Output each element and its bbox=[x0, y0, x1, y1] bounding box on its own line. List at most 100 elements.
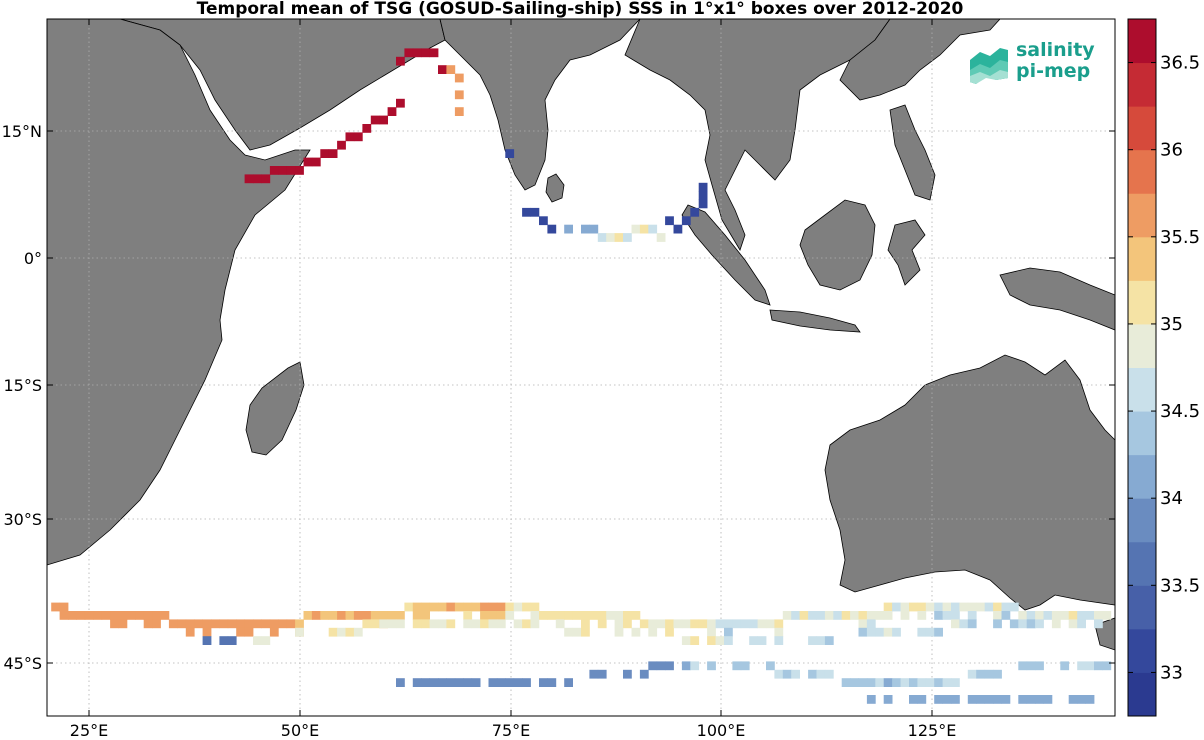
sss-cell bbox=[396, 678, 405, 687]
sss-cell bbox=[850, 611, 859, 620]
sss-cell bbox=[110, 611, 119, 620]
sss-cell bbox=[1035, 619, 1044, 629]
sss-cell bbox=[967, 695, 977, 704]
land-india bbox=[439, 18, 641, 191]
sss-cell bbox=[1026, 611, 1036, 620]
sss-cell bbox=[320, 611, 330, 620]
sss-cell bbox=[261, 619, 271, 629]
sss-cell bbox=[824, 611, 834, 620]
sss-cell bbox=[656, 619, 666, 629]
sss-cell bbox=[589, 611, 599, 620]
sss-cell bbox=[1068, 695, 1078, 704]
colorbar-segment bbox=[1128, 541, 1156, 586]
sss-cell bbox=[1018, 611, 1028, 620]
sss-cell bbox=[934, 611, 943, 620]
sss-cell bbox=[496, 602, 506, 612]
colorbar-segment bbox=[1128, 106, 1156, 151]
sss-cell bbox=[808, 636, 817, 645]
sss-cell bbox=[480, 611, 489, 620]
sss-cell bbox=[68, 611, 77, 620]
sss-cell bbox=[698, 619, 708, 629]
colorbar-segment bbox=[1128, 672, 1156, 717]
sss-cell bbox=[353, 611, 363, 620]
sss-cell bbox=[875, 678, 885, 687]
sss-cell bbox=[572, 627, 582, 637]
sss-cell bbox=[690, 619, 700, 629]
sss-cell bbox=[522, 619, 531, 629]
sss-cell bbox=[976, 669, 985, 679]
sss-cell bbox=[774, 669, 784, 679]
sss-cell bbox=[942, 602, 952, 612]
sss-cell bbox=[824, 636, 834, 645]
sss-cell bbox=[883, 611, 893, 620]
sss-cell bbox=[951, 602, 960, 612]
sss-cell bbox=[606, 611, 615, 620]
sss-cell bbox=[724, 636, 733, 645]
sss-cell bbox=[345, 611, 355, 620]
sss-cell bbox=[917, 611, 927, 620]
sss-cell bbox=[480, 602, 489, 612]
sss-cell bbox=[993, 619, 1002, 629]
colorbar-segment bbox=[1128, 323, 1156, 368]
sss-cell bbox=[143, 611, 153, 620]
salinity-cells bbox=[51, 48, 1112, 704]
sss-cell bbox=[614, 233, 624, 242]
sss-cell bbox=[866, 678, 876, 687]
sss-cell bbox=[396, 619, 405, 629]
sss-cell bbox=[454, 678, 464, 687]
land-java bbox=[769, 309, 861, 333]
sss-cell bbox=[942, 695, 952, 704]
sss-cell bbox=[858, 619, 868, 629]
sss-cell bbox=[143, 619, 153, 629]
sss-cell bbox=[412, 611, 422, 620]
sss-cell bbox=[353, 627, 363, 637]
sss-cell bbox=[934, 602, 943, 612]
sss-cell bbox=[1085, 661, 1095, 671]
sss-cell bbox=[488, 611, 498, 620]
sss-cell bbox=[900, 678, 910, 687]
sss-cell bbox=[766, 661, 775, 671]
sss-cell bbox=[740, 619, 750, 629]
sss-cell bbox=[1035, 695, 1044, 704]
sss-cell bbox=[1102, 611, 1112, 620]
y-tick-label-15n: 15°N bbox=[2, 122, 42, 141]
sss-cell bbox=[951, 619, 960, 629]
sss-cell bbox=[337, 140, 346, 150]
sss-cell bbox=[917, 678, 927, 687]
sss-cell bbox=[454, 90, 464, 100]
sss-cell bbox=[724, 619, 733, 629]
sss-cell bbox=[774, 619, 784, 629]
colorbar-segment bbox=[1128, 149, 1156, 194]
sss-cell bbox=[1018, 695, 1028, 704]
sss-cell bbox=[488, 678, 498, 687]
sss-cell bbox=[118, 619, 128, 629]
sss-cell bbox=[606, 233, 615, 242]
colorbar-segment bbox=[1128, 236, 1156, 281]
colorbar-segment bbox=[1128, 411, 1156, 456]
sss-cell bbox=[808, 669, 817, 679]
sss-cell bbox=[101, 611, 111, 620]
sss-cell bbox=[581, 611, 590, 620]
sss-cell bbox=[782, 669, 792, 679]
x-tick-label-25: 25°E bbox=[70, 721, 108, 740]
sss-cell bbox=[1001, 611, 1011, 620]
sss-cell bbox=[530, 611, 540, 620]
sss-cell bbox=[917, 627, 927, 637]
sss-cell bbox=[942, 611, 952, 620]
sss-cell bbox=[732, 661, 742, 671]
y-tick-label-45s: 45°S bbox=[3, 654, 42, 673]
sss-cell bbox=[1094, 611, 1103, 620]
colorbar bbox=[1128, 19, 1156, 717]
colorbar-tick-label: 34.5 bbox=[1160, 401, 1200, 422]
sss-cell bbox=[438, 619, 447, 629]
map-frame bbox=[46, 18, 1116, 717]
sss-cell bbox=[665, 627, 674, 637]
sss-cell bbox=[909, 602, 918, 612]
sss-cell bbox=[648, 224, 658, 234]
sss-cell bbox=[774, 636, 784, 645]
sss-cell bbox=[362, 619, 372, 629]
sss-cell bbox=[623, 233, 632, 242]
sss-cell bbox=[269, 166, 279, 175]
axis-ticks bbox=[47, 19, 1115, 716]
sss-cell bbox=[530, 602, 540, 612]
